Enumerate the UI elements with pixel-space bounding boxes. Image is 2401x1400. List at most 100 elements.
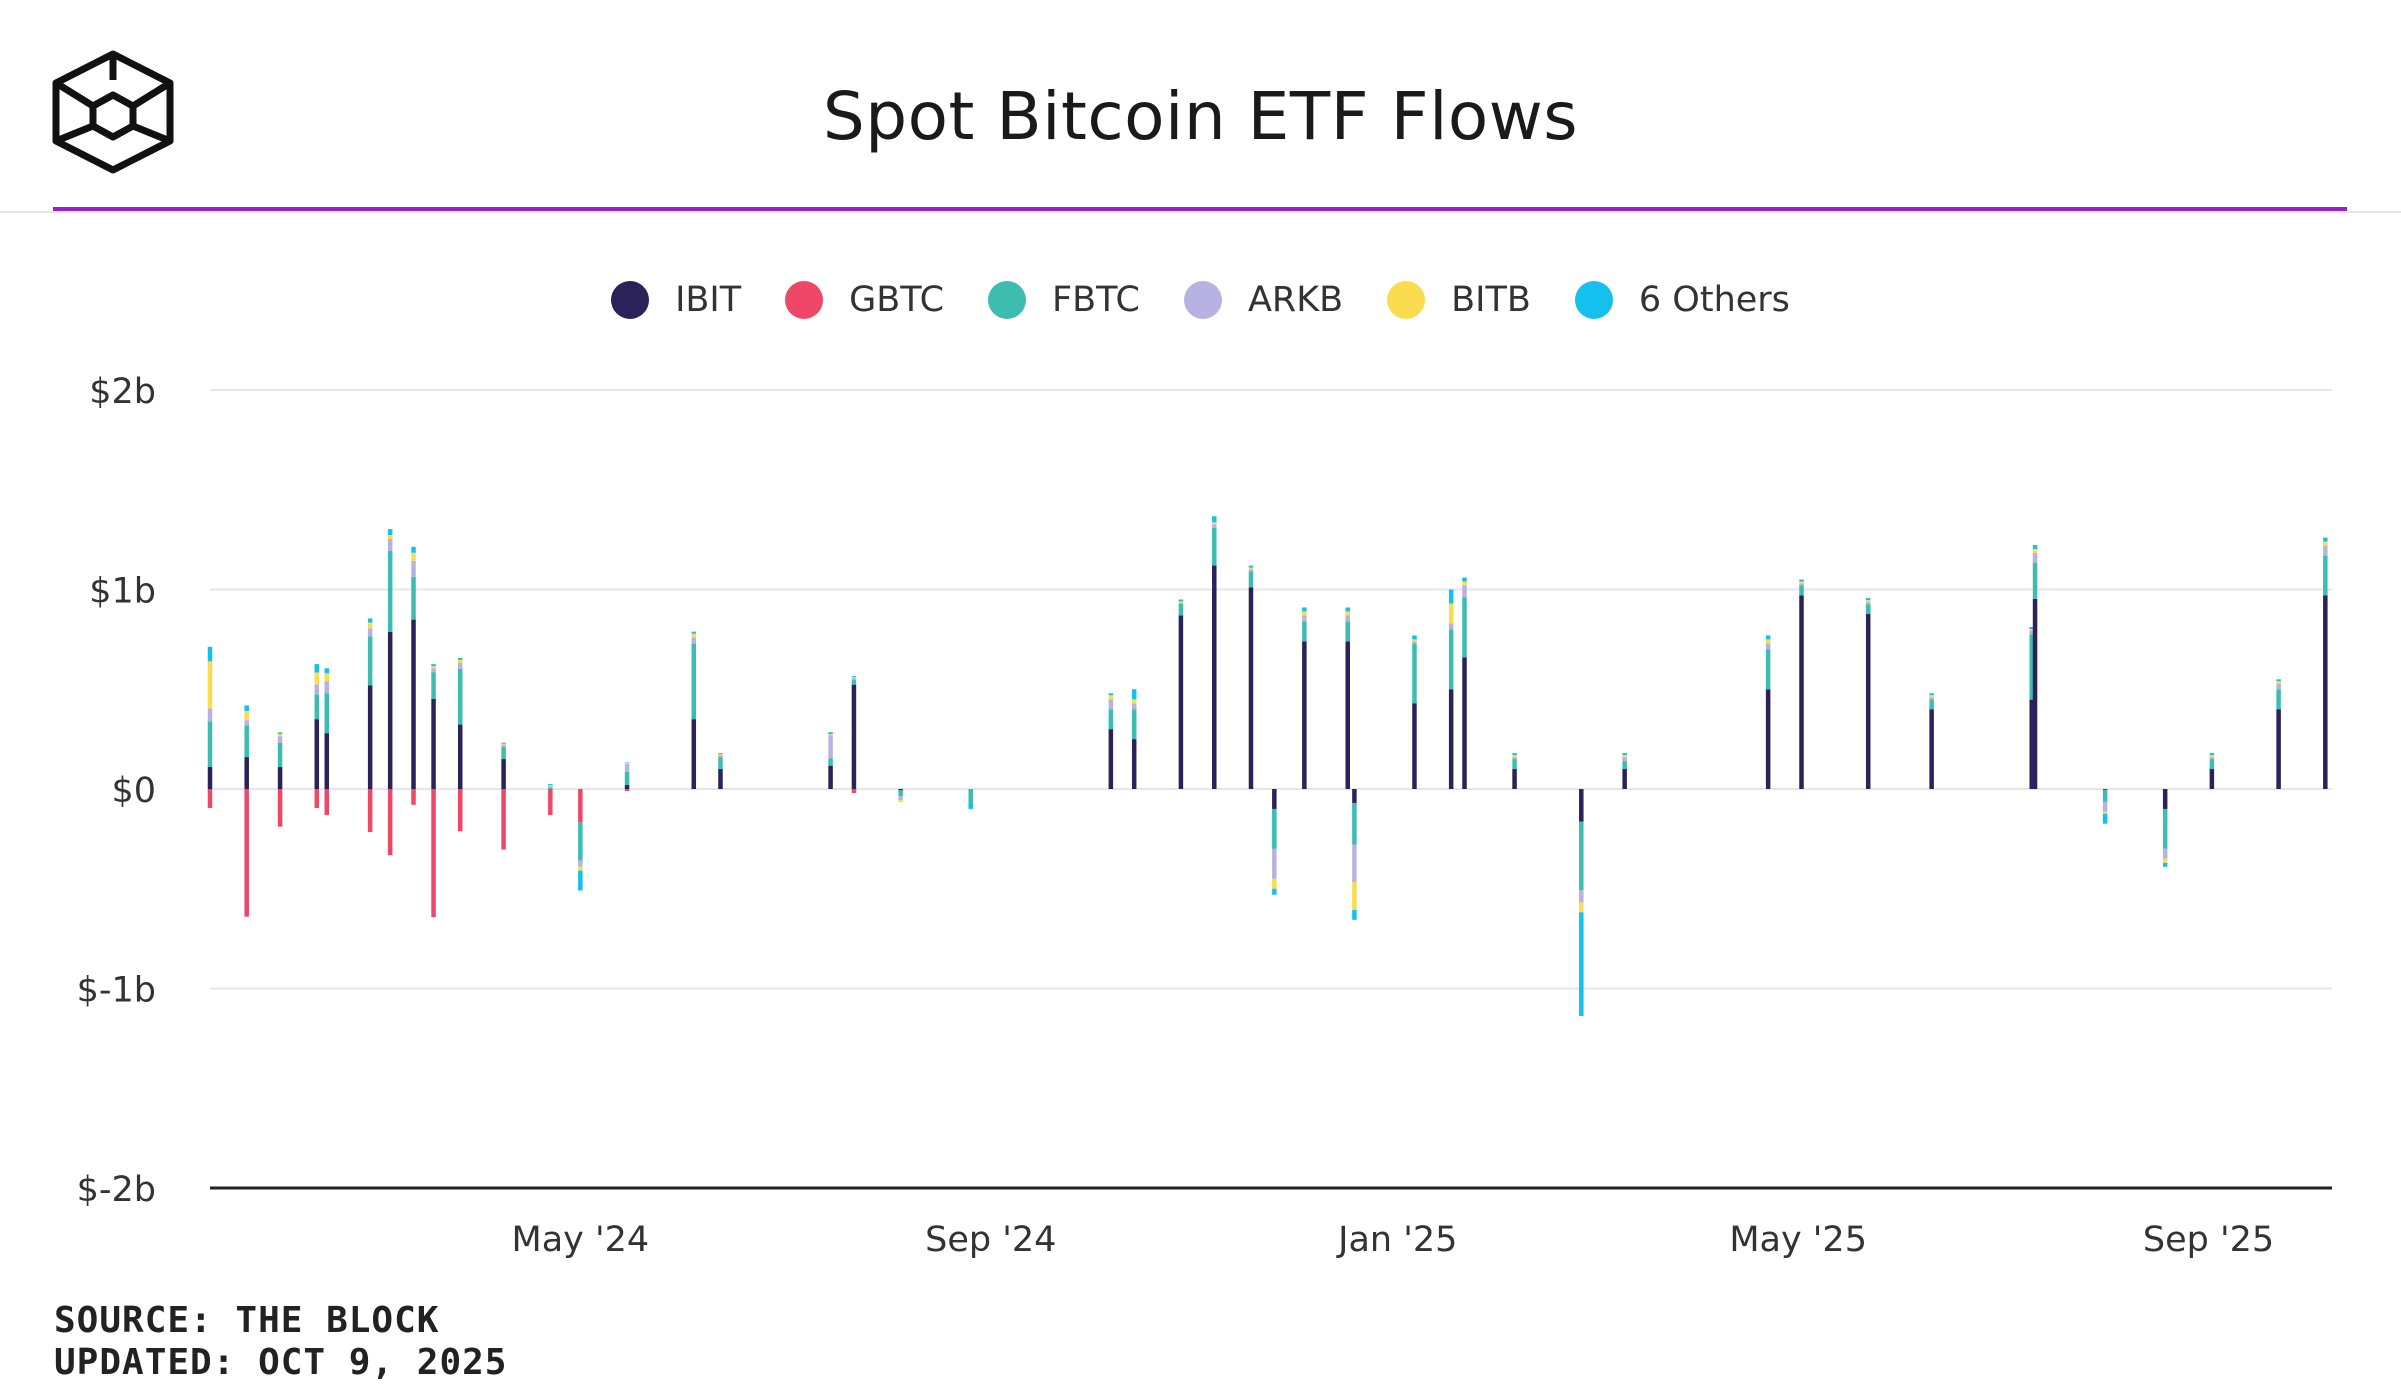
- bar-segment-others: [244, 705, 249, 711]
- bar-segment-fbtc: [624, 771, 630, 786]
- legend-item-arkb[interactable]: ARKB: [1183, 280, 1343, 320]
- bar-segment-others: [1765, 635, 1771, 640]
- bar-segment-arkb: [2209, 757, 2215, 760]
- x-tick-label: May '24: [512, 1220, 650, 1260]
- bar-segment-fbtc: [1512, 759, 1517, 770]
- bar-segment-ibit: [2029, 699, 2034, 789]
- bar-segment-ibit: [457, 724, 463, 789]
- bar-segment-fbtc: [1799, 585, 1804, 596]
- legend-swatch-arkb: [1183, 281, 1222, 319]
- bar-segment-others: [1108, 693, 1114, 696]
- bar-segment-fbtc: [1302, 621, 1307, 642]
- bar-segment-others: [1302, 607, 1307, 612]
- bar-segment-arkb: [1345, 615, 1350, 622]
- bar-segment-ibit: [1512, 769, 1517, 789]
- bar-segment-others: [1622, 753, 1627, 756]
- bar-segment-fbtc: [367, 636, 373, 686]
- bar-segment-arkb: [501, 744, 506, 747]
- legend-item-others[interactable]: 6 Others: [1574, 280, 1790, 320]
- bar-segment-others: [1512, 753, 1517, 756]
- bar-segment-others: [277, 732, 283, 734]
- bar-segment-arkb: [1865, 602, 1871, 605]
- bar-segment-others: [2323, 537, 2328, 542]
- bar-segment-gbtc: [457, 789, 463, 832]
- legend: IBIT GBTC FBTC ARKB BITB 6 Others: [0, 280, 2401, 320]
- bar-segment-ibit: [1178, 615, 1184, 789]
- bar-segment-others: [1352, 909, 1357, 920]
- bar-segment-fbtc: [501, 746, 506, 760]
- bar-segment-ibit: [828, 765, 833, 789]
- bar-segment-bitb: [828, 734, 833, 736]
- bar-segment-bitb: [1302, 611, 1307, 616]
- legend-label-gbtc: GBTC: [849, 280, 945, 320]
- bar-segment-fbtc: [1352, 802, 1357, 845]
- y-tick-label: $1b: [89, 572, 156, 612]
- bar-segment-ibit: [2032, 598, 2038, 789]
- bar-segment-arkb: [2162, 848, 2168, 859]
- y-axis-labels: $2b $1b $0 $-1b $-2b: [77, 372, 156, 1210]
- bar-segment-fbtc: [691, 643, 697, 720]
- bar-segment-fbtc: [411, 576, 416, 620]
- bar-segment-others: [1865, 598, 1871, 601]
- bar-segment-others: [387, 529, 393, 536]
- bar-segment-ibit: [851, 684, 857, 789]
- bar-segment-bitb: [1462, 581, 1467, 586]
- bar-segment-others: [411, 546, 416, 553]
- bar-segment-arkb: [1108, 699, 1114, 710]
- bar-segment-gbtc: [431, 789, 436, 918]
- bar-segment-bitb: [411, 552, 416, 561]
- bar-segment-ibit: [1248, 587, 1254, 789]
- bar-segment-others: [431, 664, 436, 667]
- bar-segment-ibit: [1448, 689, 1454, 789]
- bar-segment-others: [851, 676, 857, 678]
- bar-segment-others: [2029, 627, 2034, 630]
- bar-segment-arkb: [691, 637, 697, 644]
- legend-swatch-others: [1574, 281, 1613, 319]
- bar-segment-fbtc: [548, 788, 553, 789]
- bar-segment-bitb: [1579, 902, 1584, 913]
- legend-item-ibit[interactable]: IBIT: [611, 280, 741, 320]
- bar-segment-fbtc: [718, 757, 723, 770]
- bar-segment-bitb: [1272, 878, 1277, 889]
- bar-segment-others: [314, 664, 320, 673]
- bar-segment-others: [1412, 635, 1417, 640]
- legend-item-fbtc[interactable]: FBTC: [988, 280, 1140, 320]
- bar-segment-others: [457, 657, 463, 660]
- bar-segment-arkb: [548, 786, 553, 789]
- bar-segment-arkb: [2323, 545, 2328, 556]
- bar-segment-ibit: [898, 789, 903, 790]
- bar-segment-arkb: [578, 860, 583, 867]
- bar-segment-others: [718, 753, 723, 755]
- bar-segment-bitb: [2276, 681, 2281, 684]
- bar-segment-arkb: [277, 736, 283, 743]
- the-block-logo-icon: [52, 50, 174, 174]
- bar-segment-bitb: [277, 733, 283, 737]
- bar-segment-arkb: [1272, 848, 1277, 879]
- bar-segment-ibit: [1352, 789, 1357, 803]
- bar-segment-others: [1272, 888, 1277, 895]
- bar-segment-ibit: [277, 767, 283, 789]
- legend-item-bitb[interactable]: BITB: [1387, 280, 1531, 320]
- bar-segment-ibit: [1108, 729, 1114, 789]
- bar-segment-ibit: [314, 719, 320, 789]
- bar-segment-bitb: [431, 666, 436, 669]
- bar-segment-fbtc: [1579, 821, 1584, 891]
- bar-segment-fbtc: [1345, 621, 1350, 642]
- bar-segment-others: [324, 668, 330, 674]
- bar-segment-ibit: [1212, 565, 1217, 789]
- bar-segment-arkb: [1512, 757, 1517, 760]
- bar-segment-bitb: [314, 672, 320, 685]
- bar-segment-bitb: [578, 866, 583, 871]
- bar-segment-bitb: [367, 622, 373, 629]
- bar-segment-arkb: [431, 668, 436, 673]
- legend-item-gbtc[interactable]: GBTC: [785, 280, 944, 320]
- bar-segment-others: [1929, 693, 1934, 696]
- bar-segment-arkb: [1212, 524, 1217, 528]
- bar-segment-others: [1248, 565, 1254, 568]
- gridlines: [210, 389, 2332, 990]
- bar-segment-arkb: [2032, 552, 2038, 563]
- bar-segment-fbtc: [207, 721, 213, 767]
- bar-segment-ibit: [2162, 789, 2168, 809]
- bar-segment-bitb: [1865, 600, 1871, 603]
- bar-segment-bitb: [324, 673, 330, 682]
